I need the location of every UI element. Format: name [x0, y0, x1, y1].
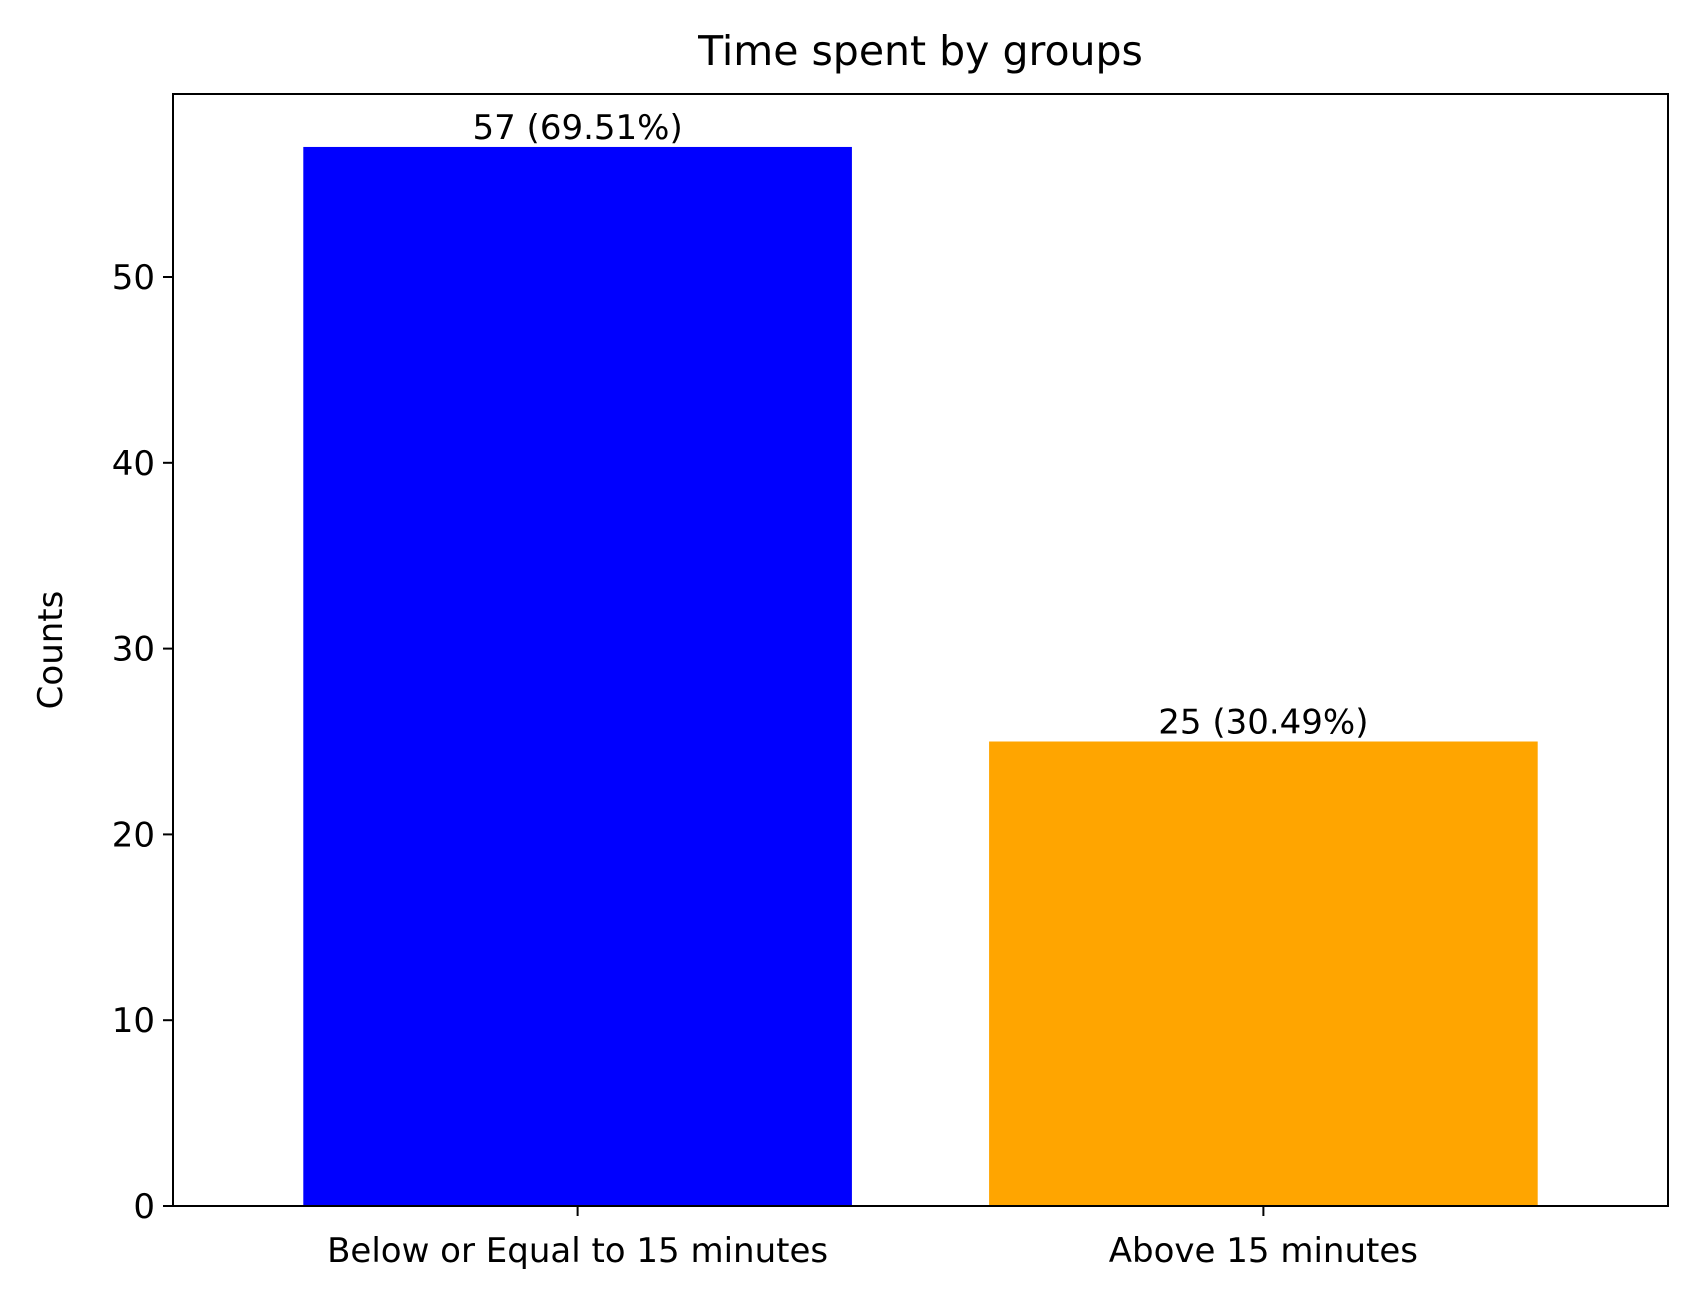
- bar-1: [303, 146, 852, 1206]
- data-label-1: 57 (69.51%): [472, 108, 682, 148]
- bars-layer: [303, 146, 1538, 1206]
- x-tick-label-1: Below or Equal to 15 minutes: [327, 1231, 828, 1271]
- plot-frame: [172, 93, 1669, 1207]
- y-tick-label-50: 50: [112, 258, 155, 298]
- x-tick-label-2: Above 15 minutes: [1109, 1231, 1418, 1271]
- y-tick-label-0: 0: [133, 1187, 155, 1227]
- data-label-2: 25 (30.49%): [1158, 703, 1368, 743]
- bar-2: [989, 741, 1538, 1206]
- axes-layer: [163, 93, 1669, 1216]
- y-tick-label-10: 10: [112, 1001, 155, 1041]
- y-tick-label-20: 20: [112, 815, 155, 855]
- labels-layer: 57 (69.51%) 25 (30.49%) 0 10 20 30 40 50 Below o…: [112, 108, 1418, 1271]
- y-axis-label: Counts: [31, 591, 71, 710]
- y-tick-label-30: 30: [112, 630, 155, 670]
- chart-title: Time spent by groups: [697, 27, 1143, 75]
- y-tick-label-40: 40: [112, 444, 155, 484]
